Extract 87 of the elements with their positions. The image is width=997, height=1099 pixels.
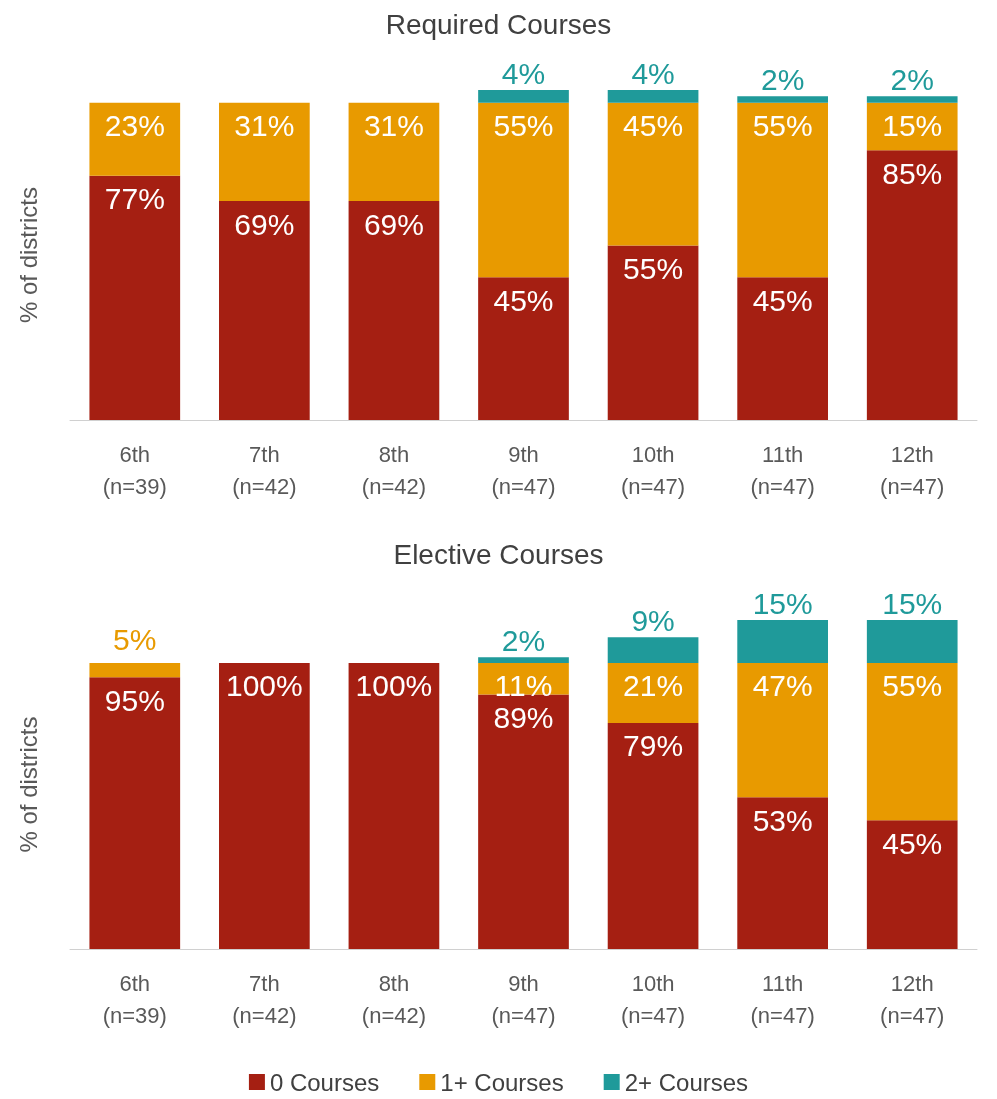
x-tick-label: 10th (n=47) <box>620 970 686 1028</box>
data-label: 31% <box>363 109 424 143</box>
data-label: 2% <box>890 62 934 96</box>
bar <box>607 722 699 949</box>
data-label: 77% <box>104 182 165 216</box>
bar <box>348 201 440 420</box>
x-tick-label: 12th (n=47) <box>880 970 945 1028</box>
bar <box>478 657 569 663</box>
x-tick-label: 6th (n=39) <box>102 441 167 499</box>
bar <box>348 662 440 949</box>
bar <box>866 96 958 103</box>
bar <box>607 90 699 103</box>
bar <box>737 662 828 798</box>
bar <box>737 102 828 278</box>
data-label: 55% <box>882 669 943 703</box>
x-tick-label: 12th (n=47) <box>880 441 945 499</box>
data-label: 55% <box>752 109 813 143</box>
data-label: 47% <box>752 669 813 703</box>
bar <box>866 150 958 420</box>
legend-label: 1+ Courses <box>440 1068 564 1096</box>
chart-title: Elective Courses <box>393 538 604 570</box>
bar <box>866 620 958 663</box>
data-label: 45% <box>882 826 943 860</box>
x-tick-label: 7th (n=42) <box>232 970 297 1028</box>
bar <box>219 201 310 420</box>
data-label: 85% <box>882 156 943 190</box>
data-label: 11% <box>494 669 553 703</box>
x-tick-label: 6th (n=39) <box>102 970 167 1028</box>
data-label: 2% <box>501 623 546 657</box>
data-label: 5% <box>113 623 157 657</box>
bar <box>866 820 958 949</box>
x-tick-label: 8th (n=42) <box>361 441 427 499</box>
legend-label: 0 Courses <box>269 1068 380 1096</box>
data-label: 21% <box>623 669 684 703</box>
data-label: 79% <box>623 729 684 763</box>
data-label: 69% <box>234 207 295 241</box>
data-label: 31% <box>234 109 295 143</box>
data-label: 9% <box>631 603 675 637</box>
y-axis-title: % of districts <box>14 716 42 853</box>
data-label: 89% <box>493 700 554 734</box>
bar <box>737 620 828 663</box>
data-label: 45% <box>493 283 554 317</box>
data-label: 55% <box>493 109 554 143</box>
x-tick-label: 9th (n=47) <box>491 441 556 499</box>
data-label: 55% <box>623 251 684 285</box>
data-label: 95% <box>104 683 165 717</box>
data-label: 100% <box>355 669 433 703</box>
data-label: 69% <box>363 207 424 241</box>
x-tick-label: 10th (n=47) <box>620 441 686 499</box>
data-label: 15% <box>882 109 943 143</box>
data-label: 15% <box>752 586 813 620</box>
x-tick-label: 11th (n=47) <box>750 441 815 499</box>
bar <box>478 277 569 420</box>
bar <box>478 694 569 949</box>
data-label: 45% <box>623 109 684 143</box>
bar <box>737 96 828 103</box>
bar <box>89 102 181 176</box>
data-label: 23% <box>104 109 165 143</box>
bar <box>737 797 828 949</box>
bar <box>219 102 310 202</box>
bar <box>89 677 181 949</box>
x-tick-label: 11th (n=47) <box>750 970 815 1028</box>
bar <box>478 102 569 278</box>
data-label: 53% <box>752 803 813 837</box>
x-tick-label: 9th (n=47) <box>491 970 556 1028</box>
y-axis-title: % of districts <box>14 186 42 324</box>
data-label: 100% <box>225 669 303 703</box>
chart-title: Required Courses <box>385 8 612 40</box>
bar <box>737 277 828 420</box>
bar <box>607 637 699 663</box>
bar <box>607 662 699 723</box>
x-tick-label: 8th (n=42) <box>361 970 427 1028</box>
data-label: 45% <box>752 283 813 317</box>
data-label: 4% <box>631 56 675 90</box>
legend-label: 2+ Courses <box>624 1068 749 1096</box>
bar <box>478 90 569 103</box>
bar <box>219 662 310 949</box>
bar <box>89 662 181 678</box>
bar <box>866 662 958 821</box>
bar <box>348 102 440 202</box>
data-label: 15% <box>882 586 943 620</box>
bar <box>89 175 181 420</box>
data-label: 2% <box>760 62 805 96</box>
x-tick-label: 7th (n=42) <box>232 441 297 499</box>
data-label: 4% <box>501 56 546 90</box>
bar <box>607 245 699 420</box>
bar <box>607 102 699 246</box>
